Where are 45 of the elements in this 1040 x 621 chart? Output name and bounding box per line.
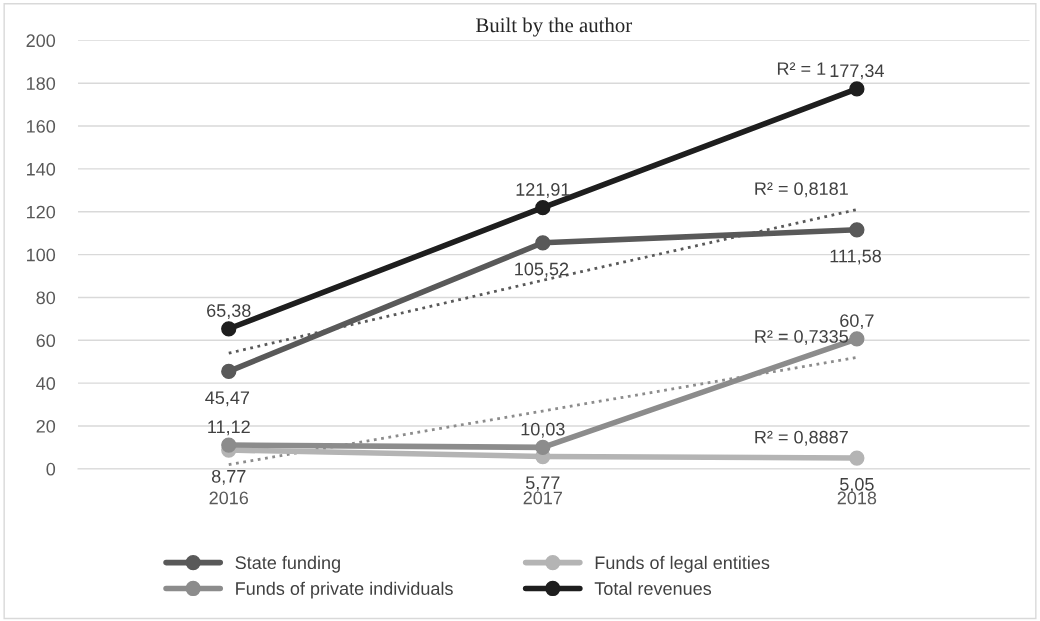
point [221,321,237,337]
legend-label: Funds of legal entities [595,555,770,573]
y-tick-label: 160 [27,120,56,133]
x-tick-label: 2017 [523,491,562,505]
data-label: 121,91 [516,183,570,198]
y-tick-label: 200 [26,34,56,48]
annotation: R² = 1 [777,62,826,75]
legend-label: State funding [235,555,340,573]
point [849,81,865,97]
y-tick-label: 100 [27,248,56,262]
y-tick-label: 180 [27,77,56,90]
y-tick-label: 40 [36,377,56,390]
data-label: 45,47 [205,391,250,407]
x-tick-label: 2016 [209,491,249,505]
annotation: R² = 0,8887 [755,430,848,446]
annotation: R² = 0,8181 [755,182,848,198]
point [535,235,551,251]
y-tick-label: 0 [46,462,56,476]
annotation: R² = 0,7335 [755,330,848,345]
point [849,222,865,238]
point [535,200,551,216]
point [221,437,237,453]
data-label: 177,34 [830,64,884,80]
point [535,439,551,456]
data-label: 10,03 [521,422,565,438]
data-label: 65,38 [207,304,251,320]
data-label: 8,77 [211,469,246,485]
y-tick-label: 80 [36,291,56,305]
data-label: 105,52 [515,262,569,278]
point [849,331,865,347]
x-tick-label: 2018 [837,491,877,505]
point [221,363,237,380]
y-tick-label: 60 [36,334,56,348]
y-tick-label: 140 [27,162,56,176]
data-label: 5,05 [840,477,874,493]
legend-label: Funds of private individuals [236,581,453,599]
point [849,450,865,466]
data-label: 5,77 [525,476,560,492]
data-label: 11,12 [208,420,250,436]
chart-title: Built by the author [475,17,633,37]
data-label: 111,58 [830,249,881,265]
data-label: 60,7 [840,314,874,330]
legend-label: Total revenues [594,581,712,595]
y-tick-label: 120 [27,205,56,219]
y-tick-label: 20 [36,419,56,433]
